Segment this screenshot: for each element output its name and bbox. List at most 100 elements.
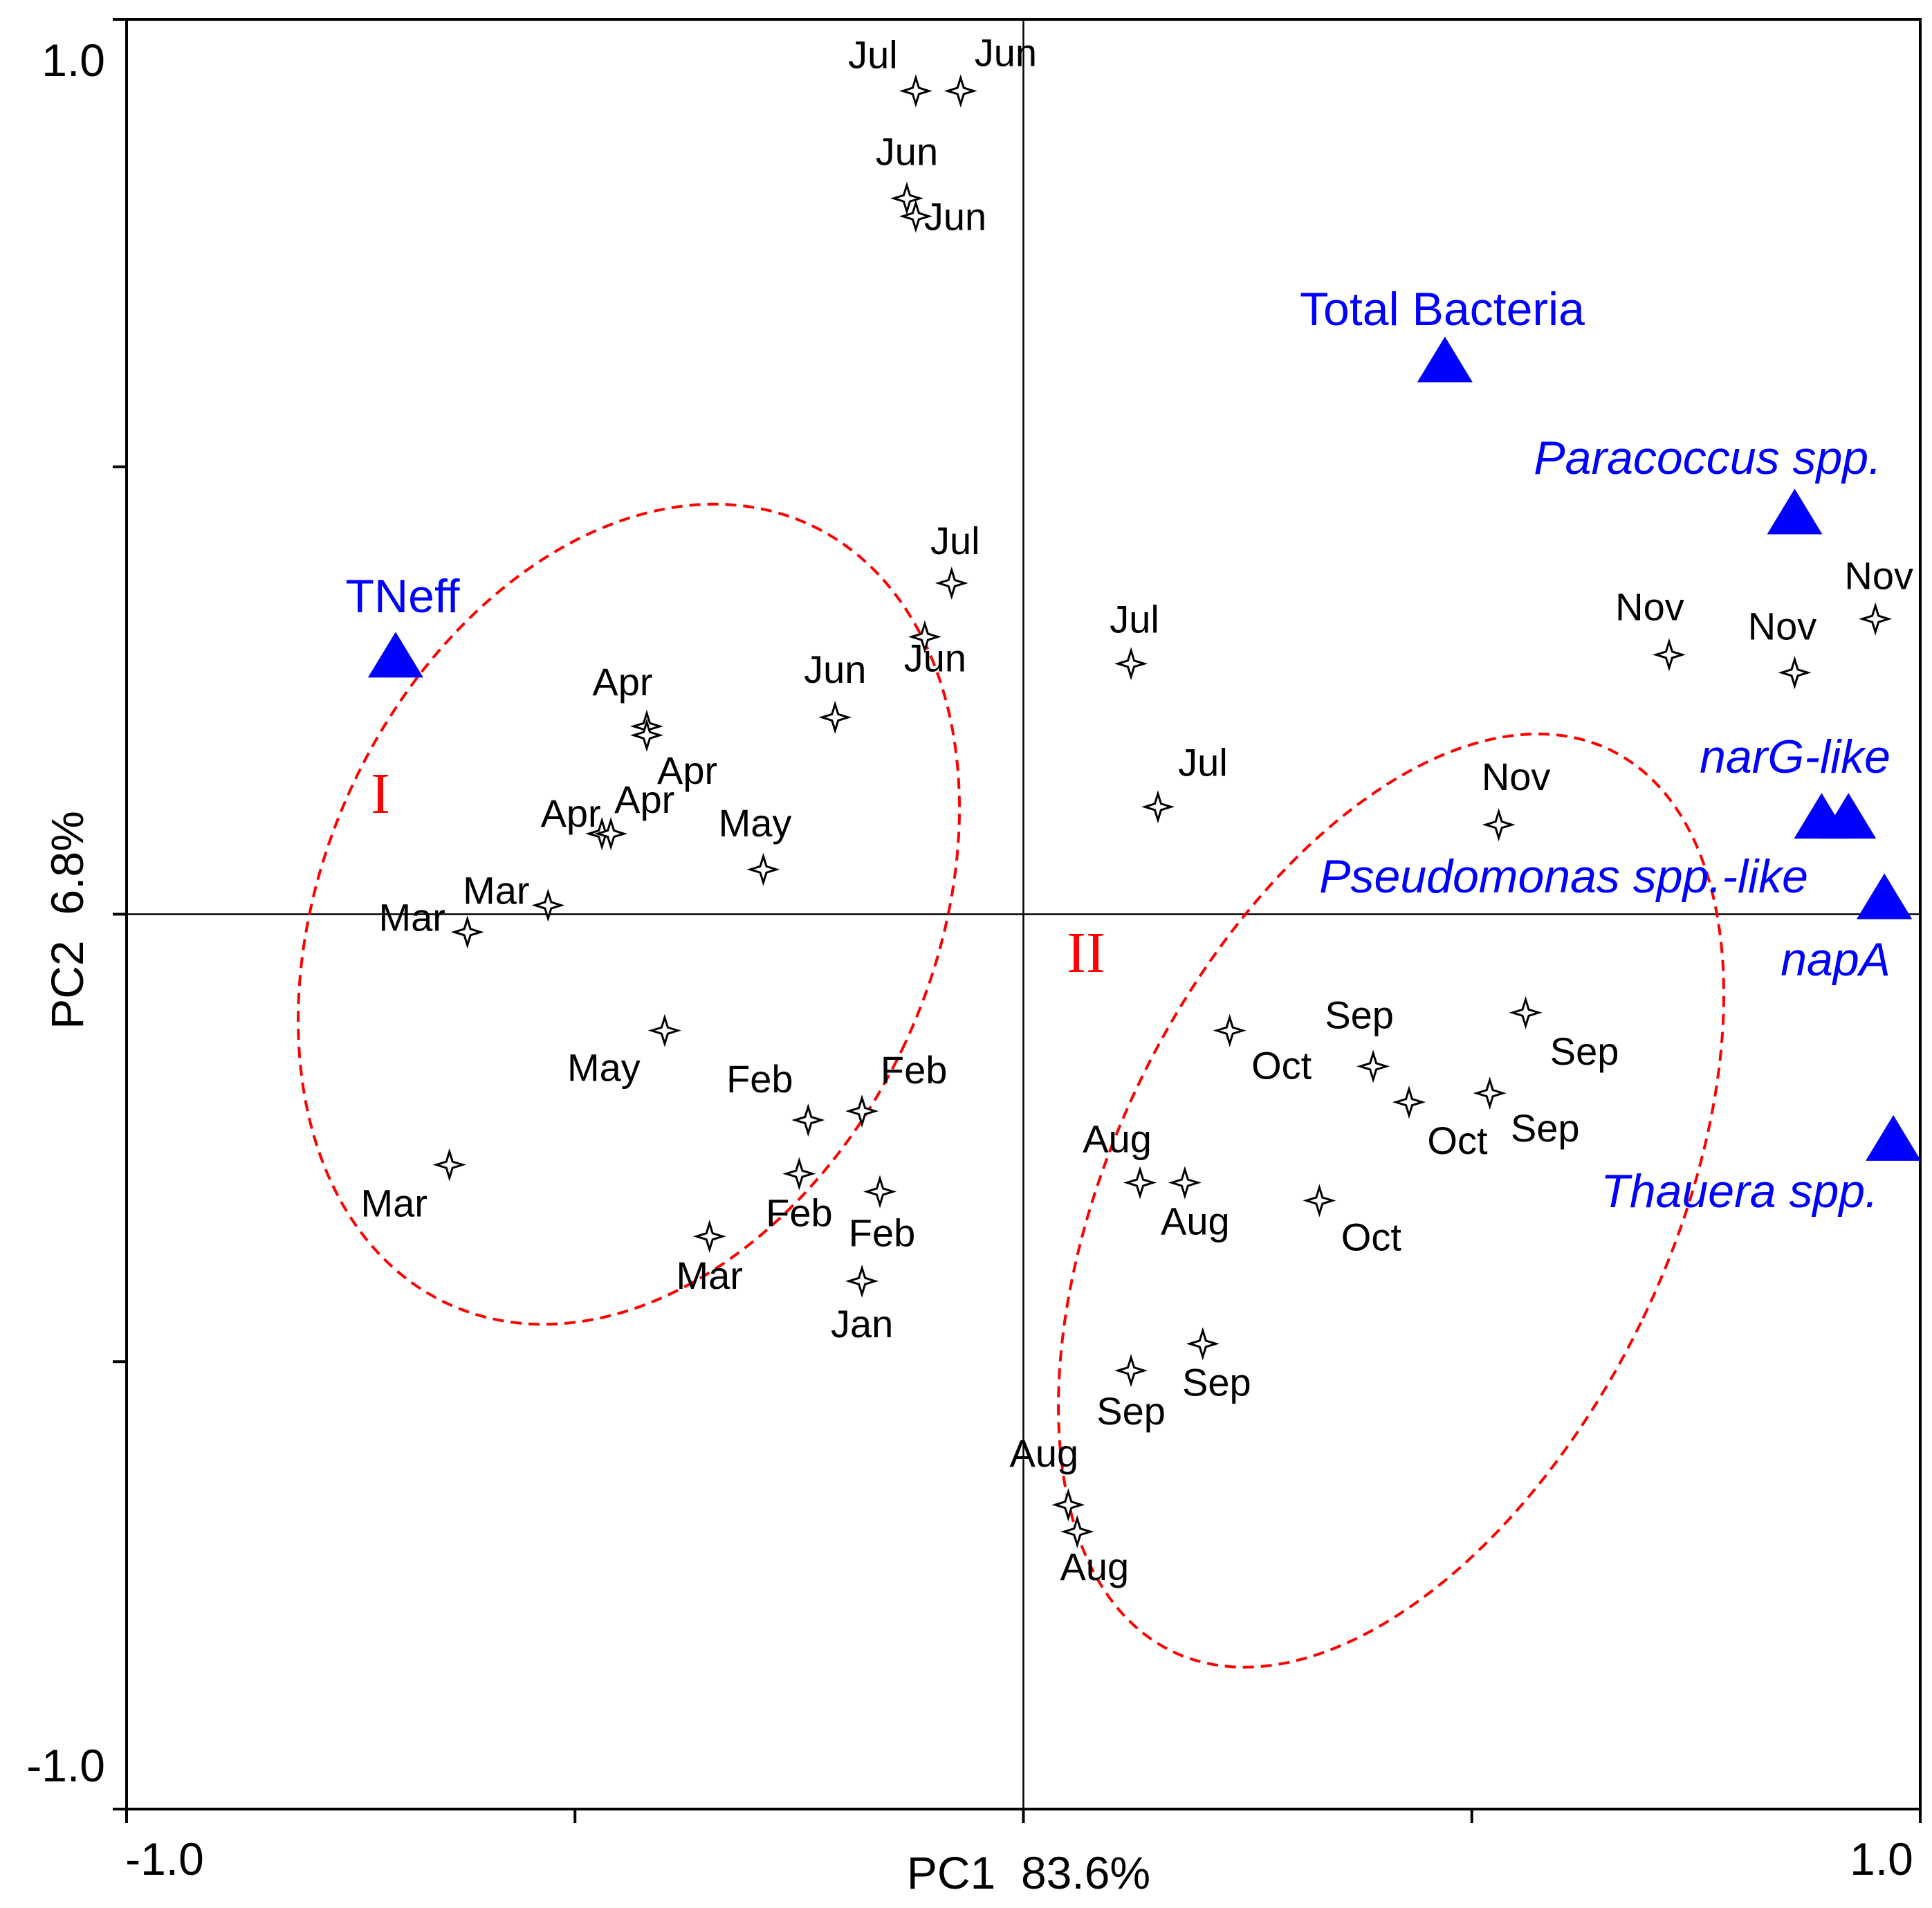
sample-label-jun-3: Jun <box>924 195 986 239</box>
sample-point-feb-17 <box>782 1157 816 1191</box>
sample-point-oct-35 <box>1303 1184 1336 1218</box>
sample-point-sep-36 <box>1114 1354 1148 1388</box>
sample-label-mar-19: Mar <box>676 1254 742 1297</box>
sample-point-aug-39 <box>1060 1514 1094 1549</box>
sample-label-jul-4: Jul <box>930 519 980 562</box>
variable-label-napa: napA <box>1781 933 1890 986</box>
sample-point-may-14 <box>647 1013 681 1047</box>
sample-label-nov-25: Nov <box>1615 585 1684 628</box>
variable-label-tneff: TNeff <box>345 570 459 623</box>
sample-label-feb-18: Feb <box>849 1211 916 1254</box>
x-axis-title: PC1 83.6% <box>907 1847 1150 1898</box>
group-label-i: I <box>371 762 390 826</box>
sample-label-nov-24: Nov <box>1482 755 1551 798</box>
sample-point-feb-16 <box>845 1094 879 1128</box>
sample-point-oct-28 <box>1213 1013 1246 1047</box>
sample-point-jun-1 <box>944 74 977 108</box>
sample-label-may-11: May <box>719 801 792 845</box>
y-tick-label-max: 1.0 <box>42 35 105 86</box>
sample-label-aug-38: Aug <box>1010 1431 1079 1475</box>
sample-point-mar-13 <box>450 915 484 949</box>
sample-label-apr-10: Apr <box>614 778 674 821</box>
sample-label-sep-31: Sep <box>1550 1029 1619 1073</box>
sample-point-aug-38 <box>1051 1488 1085 1522</box>
sample-point-sep-32 <box>1473 1076 1507 1110</box>
sample-point-jun-5 <box>908 620 941 654</box>
sample-label-sep-36: Sep <box>1096 1389 1166 1433</box>
sample-label-jul-0: Jul <box>848 33 898 76</box>
group-label-ii: II <box>1067 921 1105 985</box>
sample-point-jun-6 <box>818 700 852 734</box>
sample-label-jun-2: Jun <box>876 130 938 174</box>
variable-triangle-2 <box>367 632 423 678</box>
variable-triangle-7 <box>1866 1114 1922 1161</box>
sample-label-mar-13: Mar <box>378 895 445 939</box>
sample-point-apr-8 <box>629 718 664 752</box>
sample-point-jun-2 <box>890 181 924 215</box>
variable-triangle-0 <box>1417 336 1473 383</box>
sample-label-feb-15: Feb <box>726 1057 793 1101</box>
sample-point-aug-33 <box>1123 1166 1157 1200</box>
variable-label-thauera: Thauera spp. <box>1601 1165 1878 1218</box>
sample-point-jul-23 <box>1141 790 1175 824</box>
sample-label-oct-30: Oct <box>1427 1119 1488 1162</box>
sample-point-mar-19 <box>692 1220 726 1254</box>
sample-label-apr-7: Apr <box>592 660 652 704</box>
variable-label-paracoccus: Paracoccus spp. <box>1534 432 1882 484</box>
sample-point-sep-31 <box>1509 996 1543 1029</box>
sample-label-mar-21: Mar <box>361 1182 427 1225</box>
y-axis-title: PC2 6.8% <box>42 811 93 1029</box>
y-tick-label-min: -1.0 <box>26 1740 105 1791</box>
sample-label-oct-28: Oct <box>1251 1044 1312 1088</box>
sample-label-oct-35: Oct <box>1341 1215 1402 1258</box>
group-ellipses <box>297 502 1726 1669</box>
sample-point-nov-25 <box>1652 638 1686 672</box>
sample-label-jul-22: Jul <box>1110 597 1159 641</box>
sample-point-mar-21 <box>432 1148 466 1182</box>
sample-label-may-14: May <box>567 1046 641 1090</box>
sample-label-mar-12: Mar <box>463 869 529 912</box>
variable-label-pseudomonas: Pseudomonas spp.-like <box>1319 850 1808 903</box>
sample-point-oct-30 <box>1392 1085 1426 1119</box>
sample-point-feb-15 <box>791 1103 825 1137</box>
sample-label-sep-37: Sep <box>1182 1360 1251 1404</box>
group-ellipse-2 <box>1057 732 1726 1669</box>
sample-label-jun-5: Jun <box>904 636 966 680</box>
sample-label-jun-6: Jun <box>804 648 866 691</box>
sample-label-feb-16: Feb <box>881 1048 948 1092</box>
variable-label-total-bacteria: Total Bacteria <box>1300 283 1585 336</box>
sample-label-aug-33: Aug <box>1083 1117 1152 1161</box>
sample-point-nov-27 <box>1859 602 1893 636</box>
sample-label-nov-26: Nov <box>1748 604 1817 648</box>
sample-point-jul-22 <box>1114 647 1148 681</box>
sample-label-nov-27: Nov <box>1844 554 1913 598</box>
sample-point-apr-10 <box>594 817 628 851</box>
sample-label-apr-9: Apr <box>541 791 601 835</box>
x-tick-label-max: 1.0 <box>1850 1833 1913 1884</box>
sample-label-aug-34: Aug <box>1161 1200 1230 1243</box>
sample-point-feb-18 <box>863 1175 897 1209</box>
sample-label-jul-23: Jul <box>1178 740 1228 784</box>
sample-point-may-11 <box>746 852 780 886</box>
variable-triangle-1 <box>1767 488 1823 535</box>
sample-label-sep-32: Sep <box>1511 1106 1580 1150</box>
axis-ticks <box>113 18 1922 1823</box>
group-ellipse-1 <box>297 502 962 1326</box>
sample-point-sep-29 <box>1356 1049 1390 1083</box>
sample-label-jun-1: Jun <box>975 30 1037 74</box>
sample-point-jan-20 <box>845 1264 879 1298</box>
sample-point-jun-3 <box>899 199 932 233</box>
sample-point-jul-0 <box>899 74 932 108</box>
sample-point-jul-4 <box>935 566 968 600</box>
sample-label-jan-20: Jan <box>831 1302 893 1346</box>
x-tick-label-min: -1.0 <box>125 1833 204 1884</box>
sample-point-sep-37 <box>1186 1327 1220 1361</box>
sample-label-sep-29: Sep <box>1325 993 1394 1036</box>
sample-point-mar-12 <box>531 888 565 922</box>
variable-points <box>367 336 1922 1161</box>
variable-triangle-6 <box>1857 873 1913 919</box>
sample-point-nov-24 <box>1482 808 1516 842</box>
sample-label-apr-8: Apr <box>657 749 717 792</box>
